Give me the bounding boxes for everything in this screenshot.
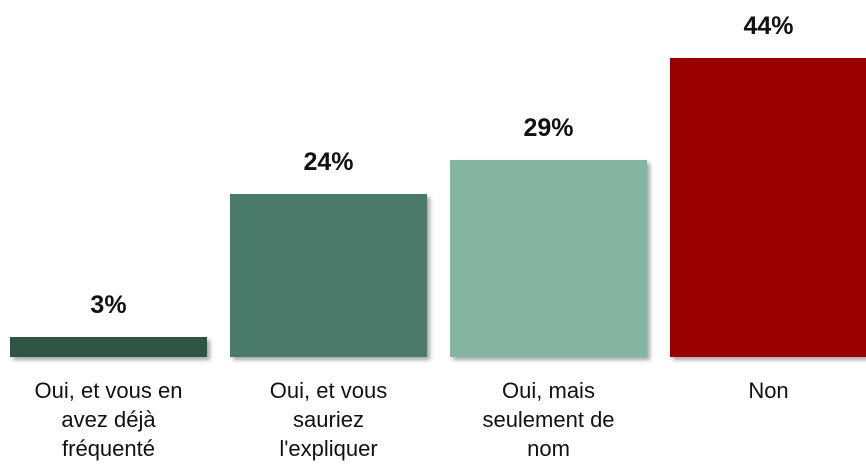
category-label-box: Non (670, 376, 866, 405)
category-label: Oui, mais seulement de nom (482, 378, 615, 461)
category-label: Oui, et vous en avez déjà fréquenté (34, 378, 183, 461)
value-label: 29% (523, 113, 574, 142)
value-label: 3% (90, 290, 127, 319)
category-label-box: Oui, mais seulement de nom (450, 376, 647, 463)
category-label-box: Oui, et vous sauriez l'expliquer (230, 376, 427, 463)
value-label: 24% (303, 147, 354, 176)
value-label: 44% (743, 12, 794, 40)
bar (230, 193, 427, 357)
bar (670, 58, 866, 357)
category-label-box: Oui, et vous en avez déjà fréquenté (10, 376, 207, 463)
bar (450, 159, 647, 357)
category-label: Oui, et vous sauriez l'expliquer (269, 378, 388, 461)
category-label: Non (748, 378, 789, 403)
bar (10, 336, 207, 357)
